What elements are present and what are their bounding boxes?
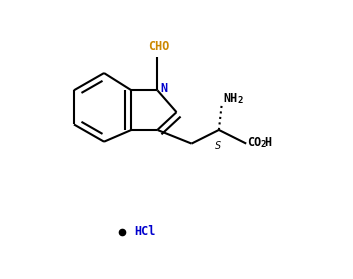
Text: 2: 2	[261, 140, 266, 149]
Text: N: N	[161, 82, 168, 95]
Text: CO: CO	[247, 136, 262, 149]
Text: CHO: CHO	[148, 40, 169, 53]
Text: H: H	[264, 136, 271, 149]
Text: S: S	[214, 141, 221, 151]
Text: NH: NH	[223, 92, 237, 105]
Text: 2: 2	[238, 96, 243, 105]
Text: HCl: HCl	[134, 225, 155, 238]
